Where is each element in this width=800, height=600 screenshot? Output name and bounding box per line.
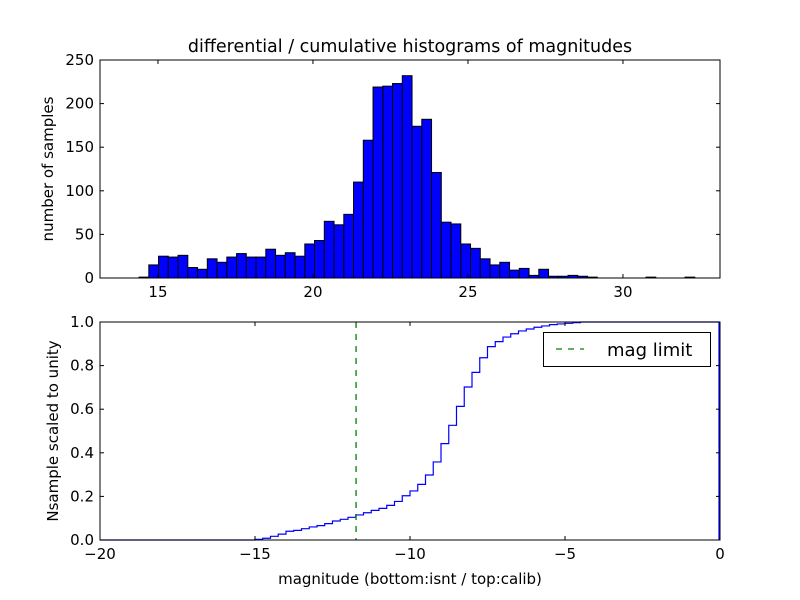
histogram-bar xyxy=(460,243,472,279)
y-tick-label: 100 xyxy=(65,182,94,200)
histogram-bar xyxy=(470,247,481,279)
y-tick-label: 0.4 xyxy=(70,444,94,462)
y-tick-label: 0.6 xyxy=(70,400,94,418)
histogram-bar xyxy=(353,181,364,279)
y-tick-label: 1.0 xyxy=(70,313,94,331)
histogram-bar xyxy=(333,224,345,279)
y-tick-label: 200 xyxy=(65,95,94,113)
top-axes: 15 20 25 30 0 50 100 150 200 250 xyxy=(65,51,721,301)
histogram-bar xyxy=(499,261,511,279)
histogram-bar xyxy=(275,254,286,279)
y-tick-label: 0.8 xyxy=(70,357,94,375)
histogram-bar xyxy=(392,83,403,279)
histogram-bar xyxy=(284,252,296,279)
histogram-bar xyxy=(411,125,423,279)
histogram-bar xyxy=(206,258,218,279)
y-tick-label: 250 xyxy=(65,51,94,69)
legend: mag limit xyxy=(543,332,711,367)
x-tick-label: 20 xyxy=(303,283,322,301)
histogram-bar xyxy=(431,171,442,279)
histogram-bar xyxy=(343,213,355,279)
cumulative-step-line xyxy=(100,321,720,541)
legend-mag-limit-label: mag limit xyxy=(607,340,692,361)
histogram-bar xyxy=(450,223,462,279)
top-histogram-bars xyxy=(138,75,696,279)
histogram-bar xyxy=(294,255,306,279)
histogram-bar xyxy=(245,256,257,279)
x-tick-label: 0 xyxy=(715,545,725,563)
histogram-bar xyxy=(236,253,247,279)
y-tick-label: 50 xyxy=(75,225,94,243)
axes-frame xyxy=(99,59,721,279)
histogram-bar xyxy=(489,264,501,279)
histogram-bar xyxy=(265,248,277,279)
bottom-plot-area xyxy=(100,321,720,541)
histogram-bar xyxy=(421,118,433,279)
x-tick-label: −15 xyxy=(239,545,271,563)
histogram-bar xyxy=(226,256,238,279)
bottom-axes: −20 −15 −10 −5 0 0.0 0.2 0.4 0.6 0.8 1.0 xyxy=(70,313,725,563)
histogram-bar xyxy=(197,268,208,279)
y-tick-label: 0.0 xyxy=(70,531,94,549)
histogram-bar xyxy=(167,256,179,279)
x-tick-label: −5 xyxy=(554,545,576,563)
histogram-bar xyxy=(372,86,384,279)
histogram-bar xyxy=(177,254,189,279)
histogram-bar xyxy=(158,255,169,279)
histogram-bar xyxy=(255,256,267,279)
histogram-bar xyxy=(148,264,160,279)
histogram-bar xyxy=(304,243,316,279)
histogram-bar xyxy=(538,268,550,279)
y-tick-label: 0 xyxy=(84,269,94,287)
histogram-bar xyxy=(314,240,325,279)
y-tick-label: 0.2 xyxy=(70,487,94,505)
histogram-bar xyxy=(401,75,413,279)
y-tick-label: 150 xyxy=(65,138,94,156)
x-tick-label: 30 xyxy=(613,283,632,301)
x-tick-label: 25 xyxy=(458,283,477,301)
chart-title: differential / cumulative histograms of … xyxy=(188,37,632,57)
histogram-bar xyxy=(187,267,199,279)
bottom-x-axis-label: magnitude (bottom:isnt / top:calib) xyxy=(278,570,542,588)
histogram-bar xyxy=(518,267,530,279)
histogram-bar xyxy=(323,220,335,279)
histogram-bar xyxy=(479,258,491,279)
bottom-y-axis-label: Nsample scaled to unity xyxy=(44,340,62,521)
x-tick-label: −10 xyxy=(394,545,426,563)
histogram-bar xyxy=(440,221,452,279)
histogram-bar xyxy=(362,139,374,279)
x-tick-label: −20 xyxy=(84,545,116,563)
top-y-axis-label: number of samples xyxy=(39,96,57,241)
x-tick-label: 15 xyxy=(148,283,167,301)
histogram-bar xyxy=(382,85,394,279)
histogram-bar xyxy=(509,269,520,279)
histogram-bar xyxy=(216,261,228,279)
